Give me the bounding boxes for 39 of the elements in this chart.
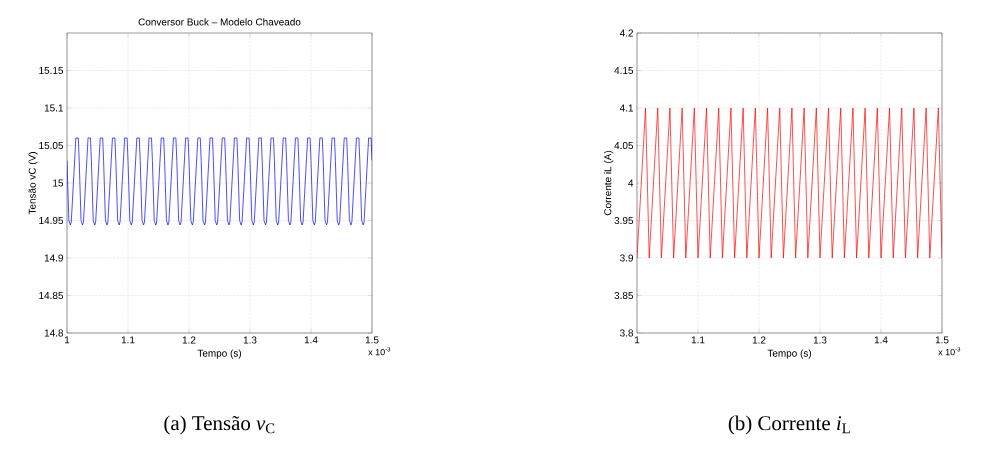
y-tick-label: 14.85 [39, 291, 64, 300]
x-tick-label: 1.3 [813, 336, 827, 344]
x-tick-label: 1.5 [935, 336, 949, 344]
y-tick-label: 15.1 [44, 104, 63, 112]
x-tick-label: 1.5 [365, 336, 379, 344]
y-tick-label: 15 [53, 179, 64, 187]
text: x 10$^{-3}$ [368, 347, 391, 356]
x-tick-label: 1 [65, 336, 70, 344]
y-tick-label: 4 [628, 179, 634, 187]
x-tick-label: 1.4 [304, 336, 318, 344]
line-series [67, 137, 372, 226]
y-tick-label: 14.8 [44, 329, 64, 337]
y-axis-title: Tensão vC (V) [28, 152, 38, 215]
y-tick-label: 14.9 [44, 254, 64, 262]
y-tick-label: 4.05 [614, 141, 634, 150]
x-tick-label: 1.4 [874, 336, 888, 344]
x-tick-label: 1.1 [121, 336, 135, 344]
x-axis-title: Tempo (s) [197, 349, 242, 359]
text: x 10$^{-3}$ [938, 347, 961, 356]
x-tick-label: 1.2 [182, 336, 196, 344]
y-tick-label: 4.1 [619, 104, 634, 112]
chart-title: Conversor Buck – Modelo Chaveado [138, 18, 301, 26]
y-tick-label: 3.9 [620, 254, 634, 262]
x-tick-label: 1.1 [691, 336, 705, 344]
y-tick-label: 15.05 [39, 141, 64, 150]
y-tick-label: 3.85 [614, 291, 634, 300]
y-tick-label: 4.2 [619, 29, 633, 37]
y-tick-label: 14.95 [39, 216, 64, 225]
x-tick-label: 1 [635, 336, 640, 344]
x-tick-label: 1.2 [752, 336, 766, 344]
x-tick-label: 1.3 [243, 336, 257, 344]
y-axis-title: Corrente iL (A) [603, 150, 614, 216]
y-tick-label: 3.8 [620, 329, 634, 337]
y-tick-label: 3.95 [614, 216, 634, 225]
text: (a) Tensão v$_{C}$ [164, 415, 275, 435]
x-axis-title: Tempo (s) [767, 349, 812, 359]
text: (b) Corrente i$_{L}$ [728, 415, 850, 435]
y-tick-label: 4.15 [614, 67, 634, 74]
y-tick-label: 15.15 [39, 67, 64, 74]
